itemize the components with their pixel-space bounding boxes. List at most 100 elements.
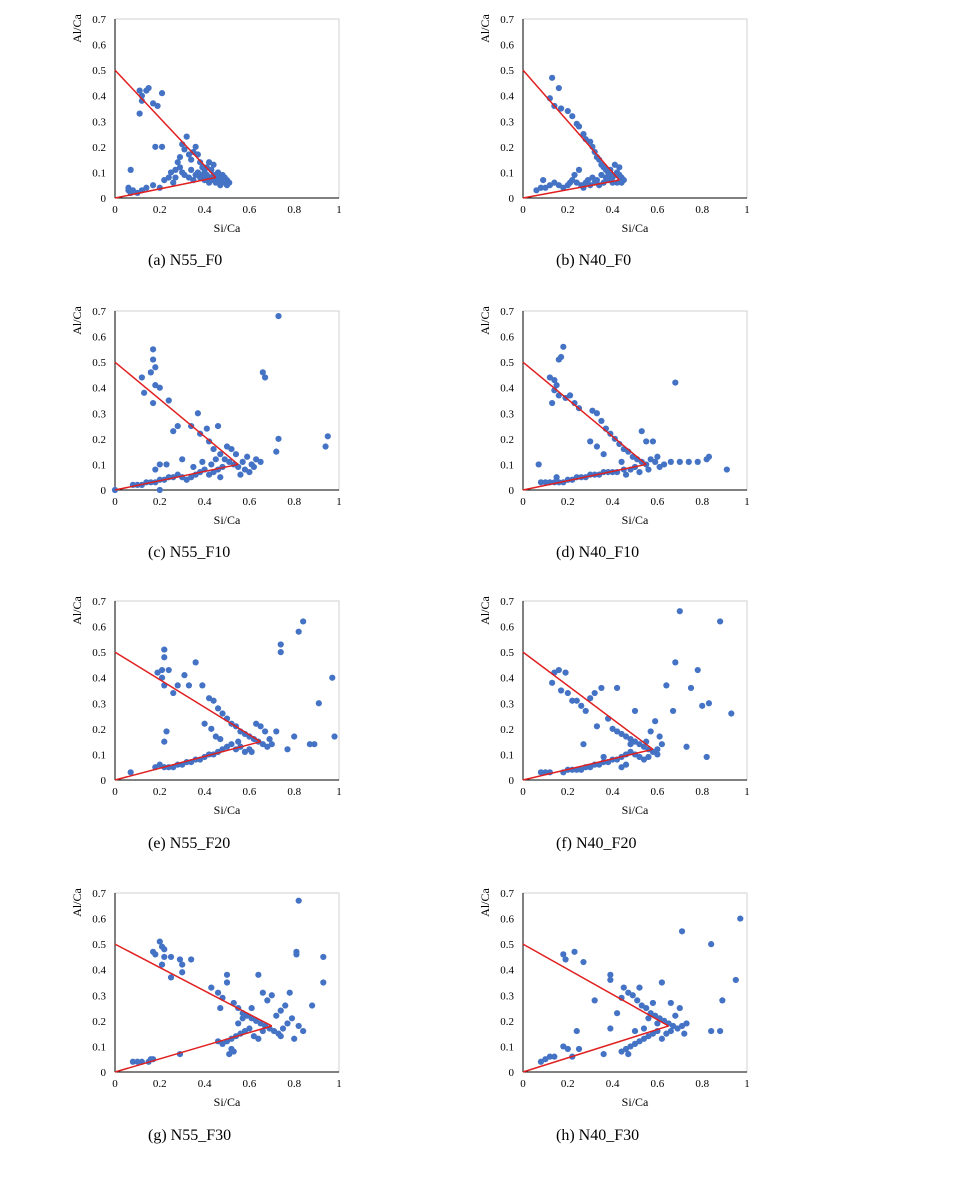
data-point (582, 707, 589, 715)
data-point (161, 646, 168, 653)
y-tick-label: 0.4 (92, 965, 106, 977)
y-tick-label: 0.2 (92, 142, 106, 154)
data-point (602, 174, 609, 181)
data-point (170, 428, 177, 435)
data-point (161, 946, 168, 953)
y-tick-label: 0.6 (500, 622, 514, 634)
x-tick-label: 0.4 (606, 1078, 620, 1090)
data-point (286, 989, 293, 996)
y-tick-label: 0.7 (500, 888, 514, 900)
data-point (645, 1015, 652, 1022)
data-point (255, 1035, 262, 1042)
data-point (613, 684, 621, 692)
data-point (591, 997, 598, 1004)
y-tick-label: 0.6 (92, 914, 106, 926)
data-point (237, 471, 244, 478)
data-point (699, 702, 706, 709)
x-tick-label: 0.8 (287, 1078, 301, 1090)
x-tick-label: 0.8 (695, 1078, 709, 1090)
y-tick-label: 0.7 (500, 14, 514, 26)
panel-caption: (h) N40_F30 (556, 1127, 640, 1144)
y-tick-label: 0.1 (92, 167, 106, 179)
y-tick-label: 0.3 (92, 408, 106, 420)
data-point (555, 666, 562, 674)
data-point (656, 463, 663, 471)
y-tick-label: 0.5 (92, 939, 106, 951)
data-point (571, 399, 578, 407)
data-point (188, 956, 195, 963)
y-tick-label: 0.1 (92, 1041, 106, 1053)
data-point (622, 471, 630, 478)
data-point (593, 443, 601, 450)
x-tick-label: 0.2 (561, 496, 575, 508)
data-point (223, 971, 231, 978)
data-point (658, 1035, 665, 1042)
data-point (291, 733, 298, 740)
x-tick-label: 0 (112, 204, 118, 216)
data-point (573, 697, 580, 704)
data-point (192, 659, 199, 666)
data-point (201, 720, 208, 727)
x-tick-label: 1 (336, 496, 342, 508)
y-tick-label: 0.2 (92, 1016, 106, 1028)
scatter-panel: 0 0.2 0.4 0.6 0.8 1 0 0.1 0.2 0.3 0.4 0.5 0.6 0.7 Si/C… (473, 589, 787, 828)
data-point (217, 182, 224, 189)
x-tick-label: 0 (112, 786, 118, 798)
data-point (268, 992, 275, 999)
y-axis-title: Al/Ca (478, 887, 492, 916)
data-point (248, 1004, 255, 1012)
data-point (176, 956, 184, 963)
data-point (212, 733, 219, 740)
data-point (611, 161, 618, 168)
data-point (261, 728, 269, 735)
data-point (676, 1004, 683, 1012)
data-point (152, 143, 159, 150)
data-point (737, 915, 744, 922)
y-tick-label: 0.3 (500, 408, 514, 420)
panel-caption: (f) N40_F20 (556, 835, 637, 852)
data-point (580, 130, 587, 138)
x-tick-label: 0.6 (651, 496, 665, 508)
y-tick-label: 0 (509, 775, 515, 787)
data-point (223, 182, 231, 189)
scatter-panel: 0 0.2 0.4 0.6 0.8 1 0 0.1 0.2 0.3 0.4 0.5 0.6 0.7 Si/C… (65, 881, 379, 1120)
data-point (183, 133, 190, 140)
data-point (631, 707, 639, 715)
y-tick-label: 0.1 (500, 749, 514, 761)
x-tick-label: 0.6 (651, 1078, 665, 1090)
data-point (647, 728, 654, 735)
x-axis-title: Si/Ca (622, 1095, 649, 1109)
data-point (181, 146, 188, 153)
y-tick-label: 0 (101, 485, 107, 497)
data-point (163, 461, 170, 468)
y-tick-label: 0.3 (500, 990, 514, 1002)
y-tick-label: 0.3 (500, 698, 514, 710)
data-point (179, 456, 186, 463)
data-point (575, 123, 583, 130)
data-point (549, 679, 556, 686)
x-tick-label: 0.2 (153, 204, 167, 216)
data-point (560, 1043, 567, 1050)
data-point (555, 356, 562, 363)
x-tick-label: 1 (744, 496, 750, 508)
y-tick-label: 0.2 (500, 434, 514, 446)
data-point (163, 728, 170, 735)
scatter-chart: 0 0.2 0.4 0.6 0.8 1 0 0.1 0.2 0.3 0.4 0.5 0.6 0.7 Si/C… (70, 595, 342, 817)
x-tick-label: 0 (520, 1078, 526, 1090)
trend-line (522, 748, 654, 781)
data-point (311, 741, 318, 748)
x-axis-title: Si/Ca (214, 803, 241, 817)
data-point (185, 682, 193, 689)
y-tick-label: 0.4 (92, 383, 106, 395)
scatter-panel: 0 0.2 0.4 0.6 0.8 1 0 0.1 0.2 0.3 0.4 0.5 0.6 0.7 Si/C… (473, 299, 787, 538)
x-axis-title: Si/Ca (622, 221, 649, 235)
data-point (600, 753, 607, 761)
data-point (654, 453, 661, 460)
y-tick-label: 0.1 (500, 459, 514, 471)
data-point (683, 1020, 690, 1027)
trend-line (114, 361, 239, 466)
x-axis-title: Si/Ca (214, 513, 241, 527)
data-point (214, 422, 222, 430)
trend-line (522, 651, 654, 750)
x-tick-label: 1 (744, 786, 750, 798)
